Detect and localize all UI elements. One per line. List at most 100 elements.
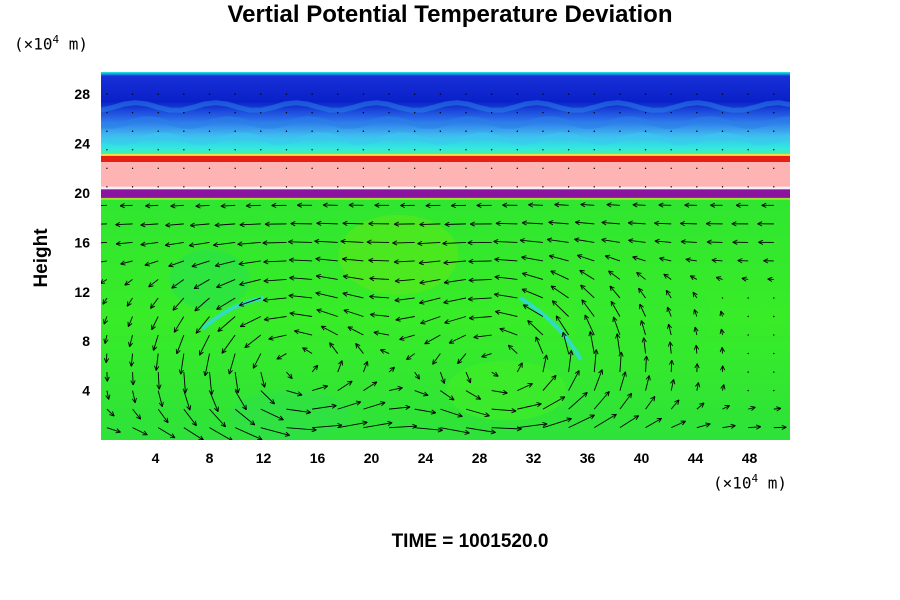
vector-dot	[747, 297, 749, 299]
vector-dot	[157, 130, 159, 132]
vector-head	[316, 365, 319, 371]
vector-dot	[747, 149, 749, 151]
vector-head	[289, 312, 295, 317]
vector-head	[262, 242, 268, 246]
vector-head	[170, 205, 176, 209]
vector-head	[468, 261, 474, 264]
field-patch	[230, 390, 351, 440]
vector-arrow	[101, 279, 108, 284]
vector-head	[468, 277, 474, 281]
vector-head	[737, 260, 743, 264]
vector-arrow	[240, 316, 261, 328]
vector-arrow	[127, 316, 133, 327]
vector-dot	[542, 112, 544, 114]
vector-head	[757, 223, 763, 227]
vector-head	[419, 279, 425, 284]
vector-arrow	[609, 285, 621, 299]
vector-head	[131, 398, 136, 404]
vector-head	[601, 239, 606, 243]
vector-head	[550, 285, 554, 291]
vector-head	[305, 412, 311, 415]
vector-head	[589, 331, 594, 336]
vector-head	[288, 293, 294, 296]
vector-head	[221, 348, 224, 354]
vector-head	[128, 341, 130, 347]
vector-head	[368, 257, 374, 261]
vector-head	[609, 285, 612, 292]
vector-dot	[106, 167, 108, 169]
vector-head	[684, 202, 690, 206]
vector-arrow	[148, 279, 159, 288]
vector-head	[394, 297, 400, 301]
vector-head	[659, 257, 664, 262]
vector-head	[204, 371, 209, 377]
vector-head	[495, 222, 501, 227]
vector-dot	[567, 186, 570, 188]
vector-head	[556, 315, 561, 319]
x-axis-ticks: 4 8 12 16 20 24 28 32 36 40 44 48	[152, 450, 758, 466]
wind-vector-field	[101, 93, 787, 440]
vector-arrow	[214, 223, 236, 226]
vector-dot	[285, 130, 288, 132]
vector-head	[666, 289, 671, 294]
vector-dot	[208, 93, 211, 95]
vector-head	[298, 391, 303, 396]
vector-head	[696, 363, 700, 369]
vector-arrow	[522, 222, 543, 225]
vector-head	[521, 288, 526, 294]
vector-arrow	[343, 275, 364, 280]
x-tick-label: 8	[206, 450, 214, 466]
vector-head	[368, 223, 374, 227]
vector-head	[195, 203, 201, 207]
vector-head	[380, 349, 384, 354]
vector-head	[451, 203, 456, 207]
vector-head	[104, 339, 109, 344]
vector-head	[580, 204, 586, 208]
vector-head	[519, 239, 525, 244]
vector-head	[106, 376, 110, 382]
vector-head	[381, 402, 386, 407]
vector-head	[457, 415, 463, 418]
vector-head	[342, 222, 348, 226]
vector-head	[313, 364, 318, 368]
vector-arrow	[773, 407, 781, 410]
vector-arrow	[399, 334, 415, 340]
vector-arrow	[237, 241, 261, 245]
y-tick-label: 20	[74, 185, 90, 201]
cyan-streak	[518, 296, 583, 361]
vector-head	[263, 319, 270, 322]
time-label: TIME = 1001520.0	[391, 531, 549, 552]
vector-arrow	[659, 257, 672, 262]
vector-head	[546, 239, 552, 243]
vector-head	[263, 280, 269, 284]
x-axis-unit: (×104 m)	[713, 472, 788, 493]
vector-arrow	[101, 241, 107, 244]
vector-dot	[183, 149, 185, 151]
vector-dot	[414, 112, 416, 114]
vector-head	[550, 270, 555, 276]
vector-head	[457, 358, 460, 364]
vector-head	[493, 375, 499, 377]
vector-head	[315, 291, 321, 294]
vector-dot	[773, 93, 775, 95]
vector-head	[208, 390, 213, 396]
vector-head	[731, 221, 737, 225]
vector-head	[438, 427, 443, 431]
vector-head	[400, 202, 406, 206]
vector-head	[124, 283, 130, 286]
vector-head	[244, 346, 250, 349]
vector-arrow	[593, 369, 603, 391]
vector-head	[507, 344, 511, 350]
vector-arrow	[619, 351, 622, 373]
vector-head	[393, 259, 399, 263]
vector-arrow	[329, 342, 339, 354]
vector-arrow	[209, 427, 232, 440]
vector-dot	[157, 93, 159, 95]
vector-dot	[542, 93, 544, 95]
vector-head	[653, 396, 656, 402]
vector-head	[650, 396, 656, 400]
vector-head	[200, 435, 204, 440]
vector-arrow	[180, 353, 185, 375]
x-tick-label: 20	[364, 450, 380, 466]
